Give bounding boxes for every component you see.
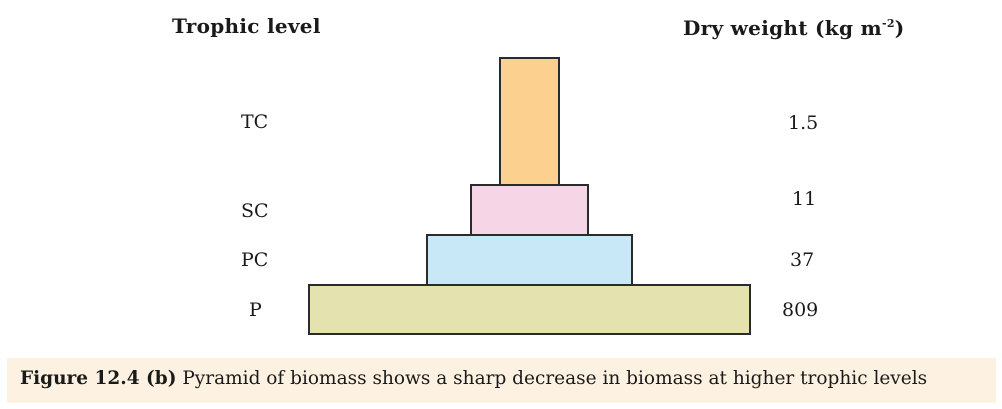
pyramid-block-pc xyxy=(426,234,633,286)
level-value-sc: 11 xyxy=(792,188,817,210)
level-label-tc: TC xyxy=(241,111,269,133)
pyramid-block-sc xyxy=(470,184,589,236)
dry-weight-header-text: Dry weight (kg m xyxy=(683,16,882,40)
pyramid-block-tc xyxy=(499,57,560,186)
level-label-pc: PC xyxy=(241,249,269,271)
level-value-pc: 37 xyxy=(790,249,815,271)
figure-number: Figure 12.4 (b) xyxy=(20,368,177,389)
level-value-tc: 1.5 xyxy=(788,112,819,134)
trophic-level-header: Trophic level xyxy=(172,14,321,38)
level-label-sc: SC xyxy=(241,200,269,222)
dry-weight-exponent: -2 xyxy=(881,17,895,30)
level-value-p: 809 xyxy=(782,299,819,321)
level-label-p: P xyxy=(249,299,262,321)
pyramid-block-p xyxy=(308,284,751,335)
dry-weight-header-close: ) xyxy=(894,16,905,40)
dry-weight-header: Dry weight (kg m-2) xyxy=(683,16,905,40)
figure-caption: Figure 12.4 (b) Pyramid of biomass shows… xyxy=(7,358,996,403)
caption-text: Pyramid of biomass shows a sharp decreas… xyxy=(176,368,928,389)
